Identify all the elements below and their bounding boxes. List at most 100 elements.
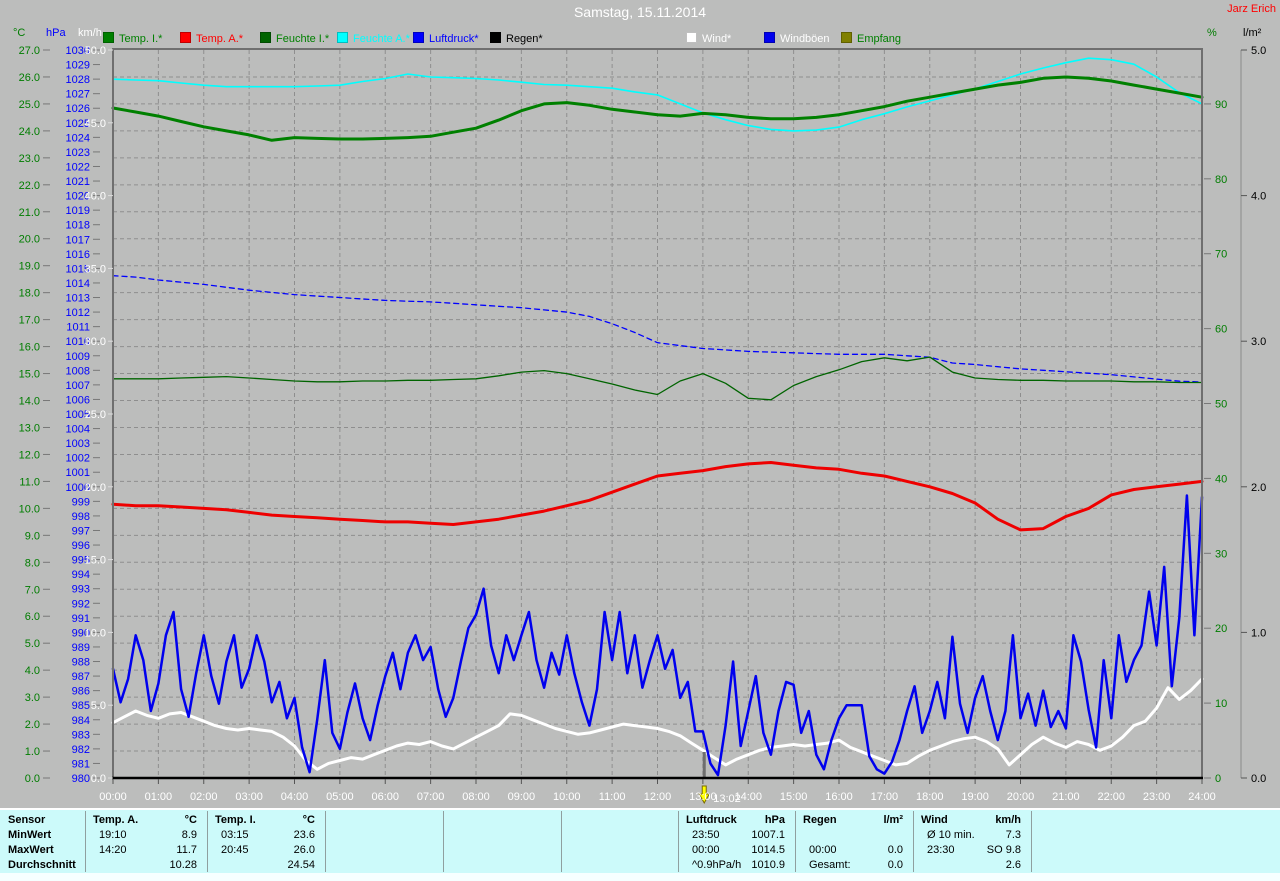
series-windböen [111,494,1204,777]
tick-label-hpa: 1009 [66,351,90,363]
stat-value: 7.3 [1005,829,1021,841]
x-tick-label: 11:00 [599,791,626,803]
tick-label-hpa: 1017 [66,234,90,246]
tick-label-celsius: 19.0 [19,261,40,273]
panel-divider [678,811,679,872]
tick-label-percent: 70 [1215,249,1227,261]
tick-label-hpa: 1006 [66,394,90,406]
x-tick-label: 06:00 [371,791,399,803]
stat-value: 1007.1 [751,829,785,841]
x-tick-label: 22:00 [1097,791,1125,803]
x-tick-label: 12:00 [644,791,672,803]
stat-value: 26.0 [293,844,315,856]
stat-row-label: MinWert [8,829,52,841]
tick-label-hpa: 1002 [66,453,90,465]
stat-row-label: Durchschnitt [8,859,76,871]
stat-value: SO 9.8 [986,844,1021,856]
stats-panel: Sensor MinWert MaxWert Durchschnitt Temp. A.… [0,810,1280,873]
tick-label-celsius: 23.0 [19,153,40,165]
tick-label-kmh: 30.0 [85,336,106,348]
tick-label-hpa: 1013 [66,293,90,305]
tick-label-celsius: 10.0 [19,503,40,515]
stat-group-unit: l/m² [883,814,903,826]
stat-group-title: Regen [803,814,837,826]
tick-label-celsius: 27.0 [19,45,40,57]
cursor-arrow-icon[interactable] [698,785,711,805]
legend-label: Empfang [857,33,902,45]
tick-label-celsius: 12.0 [19,449,40,461]
tick-label-hpa: 1025 [66,118,90,130]
stat-value: 0.0 [887,859,903,871]
axis-header-hpa: hPa [46,27,66,39]
x-tick-label: 19:00 [961,791,989,803]
stat-row-label: MaxWert [8,844,54,856]
tick-label-kmh: 10.0 [85,627,106,639]
x-tick-label: 10:00 [553,791,581,803]
tick-label-hpa: 1020 [66,191,90,203]
tick-label-hpa: 1019 [66,205,90,217]
tick-label-hpa: 1022 [66,161,90,173]
stat-time: ^0.9hPa/h [692,859,742,871]
stat-row-label: Sensor [8,814,46,826]
tick-label-hpa: 997 [72,525,90,537]
tick-label-celsius: 9.0 [25,530,40,542]
tick-label-hpa: 1018 [66,220,90,232]
legend-item-windböen[interactable]: Windböen [764,32,830,45]
legend-item-tempa[interactable]: Temp. A.* [180,32,243,45]
tick-label-hpa: 990 [72,627,90,639]
tick-label-percent: 60 [1215,324,1227,336]
tick-label-lm2: 5.0 [1251,45,1266,57]
legend-swatch [841,32,852,43]
panel-divider [207,811,208,872]
tick-label-hpa: 1010 [66,336,90,348]
tick-label-celsius: 7.0 [25,584,40,596]
x-tick-label: 14:00 [734,791,762,803]
tick-label-hpa: 984 [72,715,90,727]
tick-label-celsius: 5.0 [25,638,40,650]
tick-label-percent: 50 [1215,399,1227,411]
x-tick-label: 23:00 [1143,791,1171,803]
stat-value: 1014.5 [751,844,785,856]
x-tick-label: 15:00 [780,791,808,803]
tick-label-celsius: 2.0 [25,719,40,731]
tick-label-hpa: 992 [72,598,90,610]
tick-label-hpa: 1004 [66,424,90,436]
panel-separator [0,808,1280,810]
x-tick-label: 02:00 [190,791,218,803]
panel-divider [85,811,86,872]
legend-item-feuchtea[interactable]: Feuchte A.* [337,32,410,45]
legend-label: Feuchte A.* [353,33,410,45]
tick-label-hpa: 1007 [66,380,90,392]
legend-item-wind[interactable]: Wind* [686,32,731,45]
stat-time: 23:50 [692,829,720,841]
stat-time: 14:20 [99,844,127,856]
tick-label-kmh: 20.0 [85,482,106,494]
tick-label-hpa: 985 [72,700,90,712]
tick-label-celsius: 21.0 [19,207,40,219]
legend-item-feuchtei[interactable]: Feuchte I.* [260,32,329,45]
axis-header-lm2: l/m² [1243,27,1262,39]
x-tick-label: 01:00 [145,791,173,803]
legend-label: Windböen [780,33,830,45]
x-tick-label: 03:00 [235,791,263,803]
x-tick-label: 09:00 [508,791,536,803]
tick-label-celsius: 17.0 [19,315,40,327]
stat-group-title: Luftdruck [686,814,737,826]
user-watermark: Jarz Erich [1227,3,1276,15]
tick-label-celsius: 15.0 [19,369,40,381]
stat-value: 1010.9 [751,859,785,871]
legend-item-empfang[interactable]: Empfang [841,32,902,45]
cursor-time-label: 13:02 [713,793,741,805]
legend-item-luftdruck[interactable]: Luftdruck* [413,32,479,45]
tick-label-celsius: 13.0 [19,422,40,434]
legend-item-tempi[interactable]: Temp. I.* [103,32,163,45]
x-tick-label: 21:00 [1052,791,1080,803]
legend-item-regen[interactable]: Regen* [490,32,543,45]
stat-time: 00:00 [809,844,837,856]
panel-divider [561,811,562,872]
legend-label: Temp. I.* [119,33,163,45]
legend-swatch [260,32,271,43]
panel-divider [325,811,326,872]
stat-time: Gesamt: [809,859,851,871]
